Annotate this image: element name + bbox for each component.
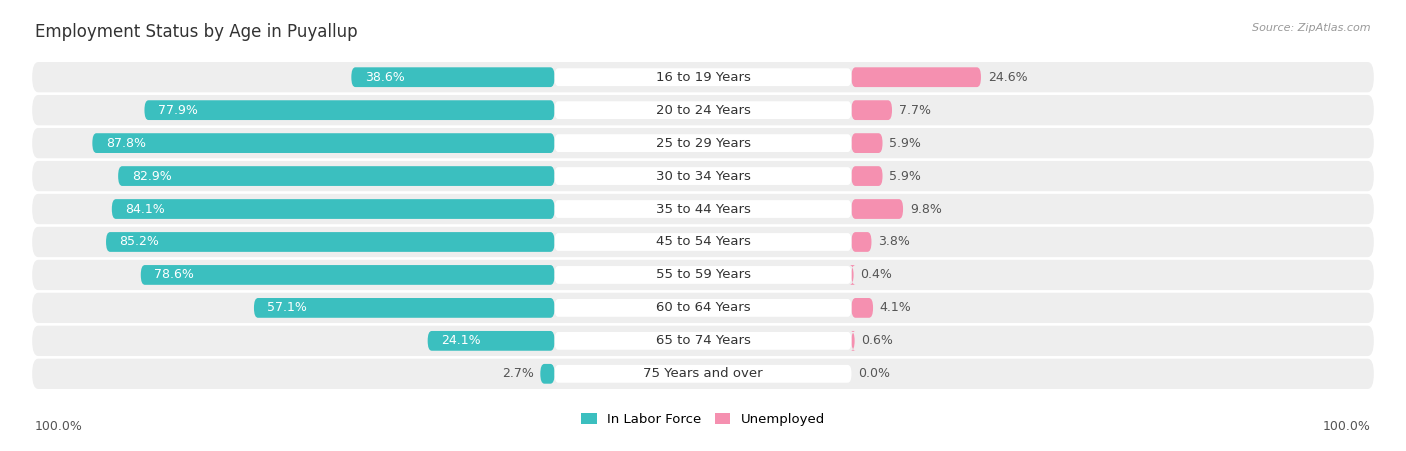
FancyBboxPatch shape	[852, 166, 883, 186]
Text: 85.2%: 85.2%	[120, 235, 159, 249]
FancyBboxPatch shape	[32, 95, 1374, 125]
Text: 57.1%: 57.1%	[267, 301, 308, 314]
Text: 84.1%: 84.1%	[125, 202, 165, 216]
FancyBboxPatch shape	[554, 365, 852, 383]
FancyBboxPatch shape	[852, 298, 873, 318]
FancyBboxPatch shape	[32, 293, 1374, 323]
FancyBboxPatch shape	[112, 199, 554, 219]
FancyBboxPatch shape	[352, 67, 554, 87]
FancyBboxPatch shape	[145, 100, 554, 120]
FancyBboxPatch shape	[554, 68, 852, 86]
Text: 87.8%: 87.8%	[105, 137, 146, 150]
Legend: In Labor Force, Unemployed: In Labor Force, Unemployed	[575, 408, 831, 432]
FancyBboxPatch shape	[141, 265, 554, 285]
Text: 2.7%: 2.7%	[502, 367, 533, 380]
Text: 3.8%: 3.8%	[879, 235, 910, 249]
Text: 45 to 54 Years: 45 to 54 Years	[655, 235, 751, 249]
FancyBboxPatch shape	[105, 232, 554, 252]
Text: 5.9%: 5.9%	[889, 170, 921, 183]
FancyBboxPatch shape	[32, 260, 1374, 290]
Text: 7.7%: 7.7%	[898, 104, 931, 117]
FancyBboxPatch shape	[554, 299, 852, 317]
FancyBboxPatch shape	[32, 359, 1374, 389]
Text: 82.9%: 82.9%	[132, 170, 172, 183]
FancyBboxPatch shape	[554, 134, 852, 152]
Text: 78.6%: 78.6%	[155, 268, 194, 281]
FancyBboxPatch shape	[118, 166, 554, 186]
Text: 77.9%: 77.9%	[157, 104, 198, 117]
Text: 38.6%: 38.6%	[364, 71, 405, 84]
FancyBboxPatch shape	[852, 133, 883, 153]
Text: Source: ZipAtlas.com: Source: ZipAtlas.com	[1253, 23, 1371, 32]
FancyBboxPatch shape	[32, 161, 1374, 191]
Text: 100.0%: 100.0%	[1323, 420, 1371, 433]
Text: 0.4%: 0.4%	[860, 268, 893, 281]
FancyBboxPatch shape	[540, 364, 554, 384]
Text: 100.0%: 100.0%	[35, 420, 83, 433]
FancyBboxPatch shape	[554, 233, 852, 251]
Text: 24.6%: 24.6%	[988, 71, 1028, 84]
FancyBboxPatch shape	[554, 332, 852, 350]
FancyBboxPatch shape	[32, 227, 1374, 257]
Text: 24.1%: 24.1%	[441, 334, 481, 347]
FancyBboxPatch shape	[554, 101, 852, 119]
Text: 30 to 34 Years: 30 to 34 Years	[655, 170, 751, 183]
FancyBboxPatch shape	[32, 194, 1374, 224]
FancyBboxPatch shape	[851, 331, 855, 351]
Text: 0.6%: 0.6%	[862, 334, 893, 347]
FancyBboxPatch shape	[554, 266, 852, 284]
FancyBboxPatch shape	[32, 62, 1374, 92]
FancyBboxPatch shape	[554, 167, 852, 185]
FancyBboxPatch shape	[852, 232, 872, 252]
FancyBboxPatch shape	[852, 67, 981, 87]
Text: 9.8%: 9.8%	[910, 202, 942, 216]
Text: 60 to 64 Years: 60 to 64 Years	[655, 301, 751, 314]
Text: 4.1%: 4.1%	[880, 301, 911, 314]
Text: 20 to 24 Years: 20 to 24 Years	[655, 104, 751, 117]
FancyBboxPatch shape	[93, 133, 554, 153]
Text: Employment Status by Age in Puyallup: Employment Status by Age in Puyallup	[35, 23, 357, 41]
FancyBboxPatch shape	[852, 199, 903, 219]
Text: 35 to 44 Years: 35 to 44 Years	[655, 202, 751, 216]
Text: 5.9%: 5.9%	[889, 137, 921, 150]
Text: 25 to 29 Years: 25 to 29 Years	[655, 137, 751, 150]
Text: 16 to 19 Years: 16 to 19 Years	[655, 71, 751, 84]
Text: 55 to 59 Years: 55 to 59 Years	[655, 268, 751, 281]
Text: 75 Years and over: 75 Years and over	[643, 367, 763, 380]
FancyBboxPatch shape	[427, 331, 554, 351]
FancyBboxPatch shape	[849, 265, 855, 285]
FancyBboxPatch shape	[32, 326, 1374, 356]
Text: 65 to 74 Years: 65 to 74 Years	[655, 334, 751, 347]
FancyBboxPatch shape	[32, 128, 1374, 158]
FancyBboxPatch shape	[254, 298, 554, 318]
Text: 0.0%: 0.0%	[858, 367, 890, 380]
FancyBboxPatch shape	[852, 100, 891, 120]
FancyBboxPatch shape	[554, 200, 852, 218]
